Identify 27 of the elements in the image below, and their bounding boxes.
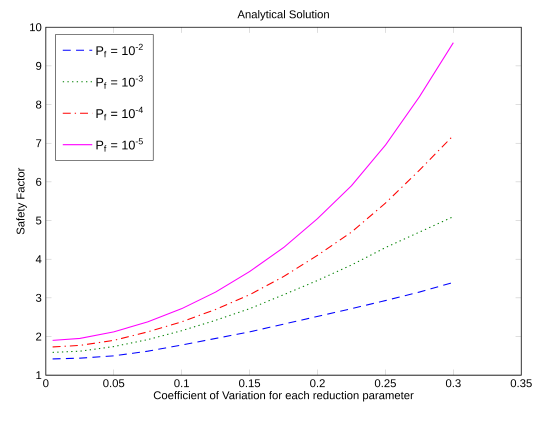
x-tick-label: 0.25: [374, 379, 396, 388]
chart-title: Analytical Solution: [237, 10, 329, 20]
y-tick-label: 9: [36, 62, 42, 70]
x-tick-label: 0.1: [174, 379, 189, 388]
x-tick-label: 0.3: [446, 379, 461, 388]
y-tick-label: 8: [36, 100, 42, 108]
y-tick-label: 4: [36, 255, 42, 263]
y-tick-label: 1: [36, 371, 42, 379]
x-tick-label: 0.2: [310, 379, 325, 388]
y-tick-label: 2: [36, 332, 42, 340]
x-tick-label: 0.35: [510, 379, 532, 388]
x-tick-label: 0.15: [239, 379, 260, 388]
x-tick-label: 0: [43, 379, 49, 388]
x-axis-title: Coefficient of Variation for each reduction parameter: [154, 390, 414, 402]
legend-label: P$_{f}$ = 10$^{-3}$: [96, 75, 143, 89]
y-tick-label: 5: [36, 216, 42, 224]
y-axis-title: Safety Factor: [16, 168, 27, 234]
legend-label: P$_{f}$ = 10$^{-4}$: [96, 106, 143, 120]
x-tick-label: 0.05: [103, 379, 124, 388]
y-tick-label: 10: [30, 23, 42, 32]
y-tick-label: 7: [36, 139, 42, 147]
y-tick-label: 6: [36, 178, 42, 186]
line-series: [52, 42, 454, 341]
line-series: [52, 134, 454, 348]
y-tick-label: 3: [36, 294, 42, 302]
legend-label: P$_{f}$ = 10$^{-5}$: [96, 138, 143, 152]
legend-label: P$_{f}$ = 10$^{-2}$: [96, 44, 143, 58]
